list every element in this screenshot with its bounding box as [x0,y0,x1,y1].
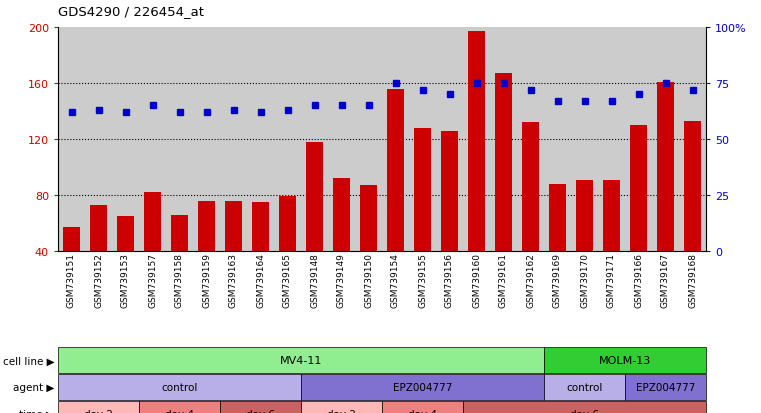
Bar [279,197,295,307]
Text: agent ▶: agent ▶ [13,382,54,392]
Bar [576,180,593,307]
Text: cell line ▶: cell line ▶ [2,356,54,366]
Text: time ▶: time ▶ [19,409,54,413]
Text: day 6: day 6 [246,409,275,413]
Bar [307,142,323,307]
Text: day 2: day 2 [84,409,113,413]
Text: day 2: day 2 [327,409,356,413]
Text: day 4: day 4 [408,409,437,413]
Bar [387,89,403,307]
Text: control: control [161,382,198,392]
Bar [495,74,511,307]
Text: day 4: day 4 [165,409,194,413]
Text: GDS4290 / 226454_at: GDS4290 / 226454_at [58,5,204,18]
Bar [63,228,80,307]
Bar [171,215,188,307]
Bar [333,179,349,307]
Bar [684,121,701,307]
Bar [415,128,431,307]
Bar [469,32,485,307]
Bar [117,216,134,307]
Text: EPZ004777: EPZ004777 [393,382,452,392]
Bar [145,193,161,307]
Bar [91,205,107,307]
Text: control: control [566,382,603,392]
Bar [361,186,377,307]
Text: EPZ004777: EPZ004777 [635,382,696,392]
Bar [549,184,565,307]
Text: day 6: day 6 [570,409,599,413]
Text: MOLM-13: MOLM-13 [599,356,651,366]
Bar [225,201,241,307]
Bar [658,83,673,307]
Bar [630,126,647,307]
Bar [603,180,619,307]
Bar [253,202,269,307]
Bar [522,123,539,307]
Bar [199,201,215,307]
Text: MV4-11: MV4-11 [280,356,322,366]
Bar [441,131,457,307]
